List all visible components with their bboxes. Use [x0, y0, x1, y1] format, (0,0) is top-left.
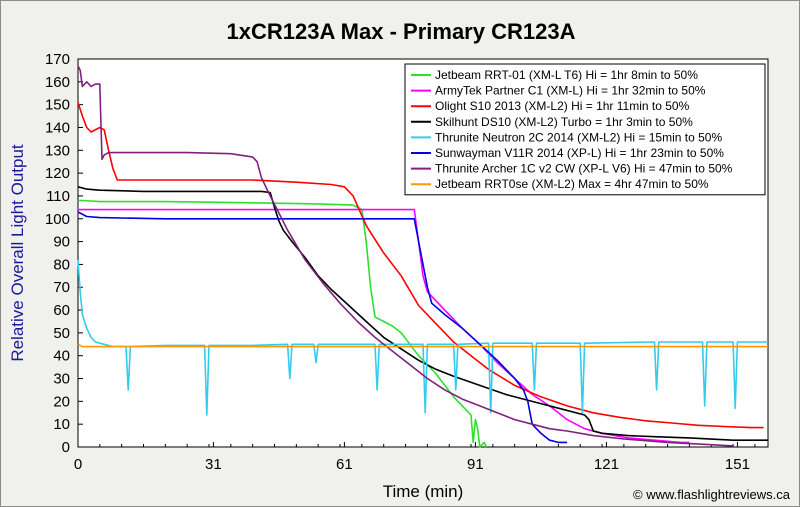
x-tick-label: 151	[725, 456, 750, 473]
y-tick-label: 30	[53, 371, 70, 388]
legend-box	[404, 63, 766, 196]
x-axis: 0 31 61 91 121 151	[74, 442, 756, 473]
legend-entry: Jetbeam RRT-01 (XM-L T6) Hi = 1hr 8min t…	[435, 68, 698, 82]
y-tick-label: 100	[45, 211, 70, 228]
legend: Jetbeam RRT-01 (XM-L T6) Hi = 1hr 8min t…	[404, 63, 766, 196]
y-tick-label: 0	[62, 439, 70, 456]
y-tick-label: 40	[53, 348, 70, 365]
y-tick-label: 150	[45, 97, 70, 114]
y-tick-label: 70	[53, 279, 70, 296]
series-line-8	[77, 343, 768, 348]
series-line-6	[77, 211, 568, 444]
y-tick-label: 140	[45, 119, 70, 136]
series-line-3	[77, 102, 764, 429]
x-tick-label: 0	[74, 456, 82, 473]
credit-text: © www.flashlightreviews.ca	[633, 487, 791, 502]
series-line-7	[77, 65, 734, 447]
y-tick-label: 60	[53, 302, 70, 319]
y-tick-label: 120	[45, 165, 70, 182]
legend-entry: Jetbeam RRT0se (XM-L2) Max = 4hr 47min t…	[435, 177, 709, 191]
y-tick-label: 90	[53, 234, 70, 251]
y-tick-label: 20	[53, 393, 70, 410]
y-axis: 0 10 20 30 40 50 60 70 80 90 100 110 120 130 140 150 160…	[45, 51, 83, 456]
y-tick-label: 130	[45, 142, 70, 159]
chart-title: 1xCR123A Max - Primary CR123A	[227, 19, 576, 44]
legend-entry: Thrunite Archer 1C v2 CW (XP-L V6) Hi = …	[435, 162, 733, 176]
y-tick-label: 50	[53, 325, 70, 342]
x-tick-label: 61	[336, 456, 353, 473]
x-tick-label: 121	[594, 456, 619, 473]
legend-entry: Sunwayman V11R 2014 (XP-L) Hi = 1hr 23mi…	[435, 146, 724, 160]
x-tick-label: 31	[205, 456, 222, 473]
y-tick-label: 10	[53, 416, 70, 433]
y-tick-label: 80	[53, 256, 70, 273]
y-tick-label: 170	[45, 51, 70, 68]
x-axis-title: Time (min)	[383, 482, 464, 501]
legend-entry: Skilhunt DS10 (XM-L2) Turbo = 1hr 3min t…	[435, 115, 693, 129]
y-axis-title: Relative Overall Light Output	[8, 144, 27, 362]
y-tick-label: 110	[46, 188, 70, 205]
legend-entry: ArmyTek Partner C1 (XM-L) Hi = 1hr 32min…	[435, 84, 706, 98]
legend-entry: Thrunite Neutron 2C 2014 (XM-L2) Hi = 15…	[435, 130, 722, 144]
y-tick-label: 160	[45, 74, 70, 91]
legend-entry: Olight S10 2013 (XM-L2) Hi = 1hr 11min t…	[435, 99, 690, 113]
series-layer	[77, 65, 768, 448]
series-line-4	[77, 186, 768, 441]
x-tick-label: 91	[467, 456, 484, 473]
